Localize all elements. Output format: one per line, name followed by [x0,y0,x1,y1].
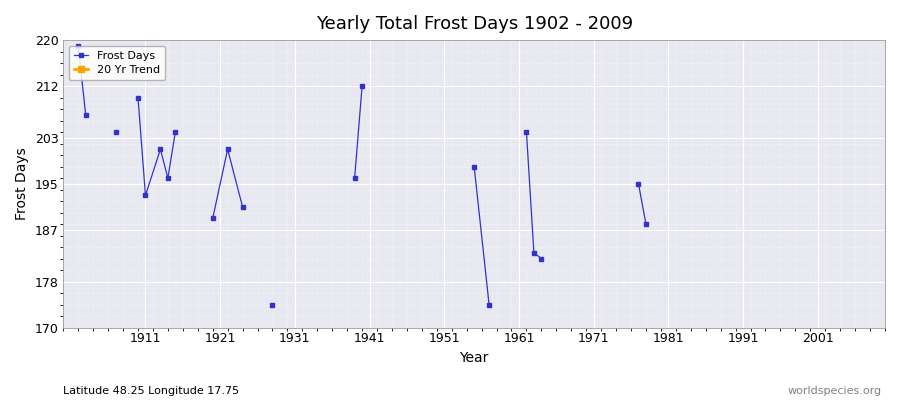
X-axis label: Year: Year [460,351,489,365]
Frost Days [73,44,84,48]
Text: Latitude 48.25 Longitude 17.75: Latitude 48.25 Longitude 17.75 [63,386,239,396]
Frost Days [80,112,91,117]
Text: worldspecies.org: worldspecies.org [788,386,882,396]
Title: Yearly Total Frost Days 1902 - 2009: Yearly Total Frost Days 1902 - 2009 [316,15,633,33]
Y-axis label: Frost Days: Frost Days [15,148,29,220]
Line: Frost Days: Frost Days [76,44,87,116]
Legend: Frost Days, 20 Yr Trend: Frost Days, 20 Yr Trend [68,46,166,80]
